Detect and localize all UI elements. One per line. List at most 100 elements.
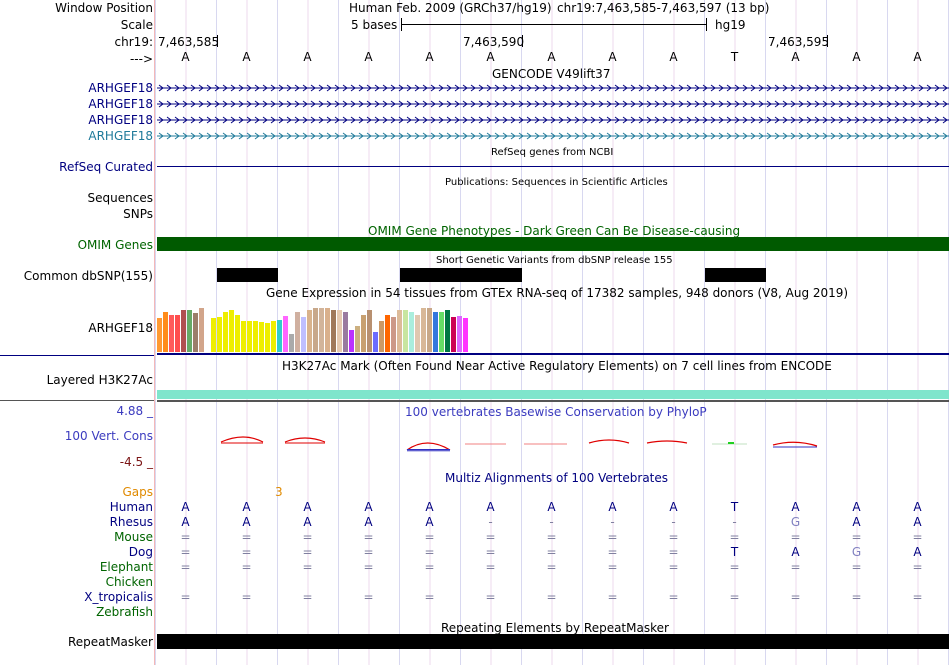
gtex-tissue-bar[interactable] [391,317,396,352]
publications-sequences-label[interactable]: Sequences [87,191,153,205]
gtex-tissue-bar[interactable] [199,308,204,352]
cons-title[interactable]: 100 vertebrates Basewise Conservation by… [405,405,707,419]
gtex-tissue-bar[interactable] [157,318,162,352]
gtex-tissue-bar[interactable] [187,310,192,352]
gtex-tissue-bar[interactable] [427,308,432,352]
species-label-chicken[interactable]: Chicken [105,575,153,589]
omim-gene-bar[interactable] [157,237,949,251]
dbsnp-variant[interactable] [217,268,278,282]
gtex-tissue-bar[interactable] [241,321,246,352]
repeatmasker-element[interactable] [157,634,949,649]
repeatmasker-title[interactable]: Repeating Elements by RepeatMasker [441,621,669,635]
strand-chevron [926,100,932,108]
gtex-tissue-bar[interactable] [343,312,348,352]
reference-base: A [486,50,495,64]
species-label-zebrafish[interactable]: Zebrafish [96,605,153,619]
refseq-gene-line[interactable] [157,166,949,167]
gtex-tissue-bar[interactable] [337,310,342,352]
gtex-tissue-bar[interactable] [259,322,264,352]
gtex-tissue-bar[interactable] [361,315,366,352]
gtex-tissue-bar[interactable] [175,315,180,352]
gtex-tissue-bar[interactable] [277,320,282,352]
gencode-title[interactable]: GENCODE V49lift37 [492,67,611,81]
gtex-tissue-bar[interactable] [445,310,450,352]
gtex-tissue-bar[interactable] [415,315,420,352]
gtex-tissue-bar[interactable] [313,308,318,352]
gtex-tissue-bar[interactable] [253,321,258,352]
gtex-tissue-bar[interactable] [319,308,324,352]
species-label-x_tropicalis[interactable]: X_tropicalis [84,590,153,604]
dbsnp-variant[interactable] [400,268,522,282]
gtex-tissue-bar[interactable] [367,310,372,352]
gencode-transcripts-track[interactable] [157,80,949,144]
gtex-tissue-bar[interactable] [349,330,354,352]
gencode-transcript-label[interactable]: ARHGEF18 [88,97,153,111]
gtex-tissue-bar[interactable] [355,326,360,352]
gtex-tissue-bar[interactable] [457,316,462,352]
strand-chevron [622,100,628,108]
h3k27ac-title[interactable]: H3K27Ac Mark (Often Found Near Active Re… [282,359,832,373]
publications-snps-label[interactable]: SNPs [123,207,153,221]
repeatmasker-label[interactable]: RepeatMasker [67,635,153,649]
dbsnp-title[interactable]: Short Genetic Variants from dbSNP releas… [436,255,673,266]
gtex-gene-label[interactable]: ARHGEF18 [88,321,153,335]
omim-title[interactable]: OMIM Gene Phenotypes - Dark Green Can Be… [368,224,741,238]
gtex-tissue-bar[interactable] [211,318,216,352]
species-label-human[interactable]: Human [109,500,153,514]
multiz-title[interactable]: Multiz Alignments of 100 Vertebrates [445,471,669,485]
gtex-tissue-bar[interactable] [451,317,456,352]
gtex-tissue-bar[interactable] [397,310,402,352]
gtex-tissue-bar[interactable] [403,310,408,352]
omim-label[interactable]: OMIM Genes [77,238,153,252]
gtex-tissue-bar[interactable] [409,312,414,352]
gtex-tissue-bar[interactable] [379,321,384,352]
cons-track-label[interactable]: 100 Vert. Cons [64,429,153,443]
h3k27ac-signal[interactable] [157,390,949,399]
gencode-transcript-label[interactable]: ARHGEF18 [88,113,153,127]
gtex-tissue-bar[interactable] [229,310,234,352]
gtex-tissue-bar[interactable] [265,323,270,352]
gtex-tissue-bar[interactable] [307,310,312,352]
multiz-gaps-label[interactable]: Gaps [122,485,153,499]
gtex-tissue-bar[interactable] [169,315,174,352]
gtex-tissue-bar[interactable] [271,321,276,352]
alignment-base: = [668,560,679,574]
gtex-tissue-bar[interactable] [193,313,198,352]
h3k27ac-label[interactable]: Layered H3K27Ac [46,373,153,387]
gtex-tissue-bar[interactable] [163,312,168,352]
gtex-tissue-bar[interactable] [283,316,288,352]
gtex-tissue-bar[interactable] [289,334,294,352]
gtex-title[interactable]: Gene Expression in 54 tissues from GTEx … [266,286,849,300]
gtex-tissue-bar[interactable] [325,308,330,352]
species-label-mouse[interactable]: Mouse [114,530,153,544]
dbsnp-variant[interactable] [705,268,766,282]
publications-title[interactable]: Publications: Sequences in Scientific Ar… [445,177,668,188]
gtex-tissue-bar[interactable] [421,308,426,352]
gtex-tissue-bar[interactable] [439,312,444,352]
gencode-transcript-label[interactable]: ARHGEF18 [88,81,153,95]
gtex-tissue-bar[interactable] [295,312,300,352]
gtex-tissue-bar[interactable] [331,310,336,352]
cons-wiggle[interactable] [157,428,949,456]
gtex-tissue-bar[interactable] [217,317,222,352]
refseq-title[interactable]: RefSeq genes from NCBI [491,147,614,158]
species-label-dog[interactable]: Dog [128,545,153,559]
gtex-tissue-bar[interactable] [433,312,438,352]
dbsnp-label[interactable]: Common dbSNP(155) [23,269,153,283]
gencode-transcript-label[interactable]: ARHGEF18 [88,129,153,143]
gtex-tissue-bar[interactable] [463,318,468,352]
gtex-expression-chart[interactable] [157,300,557,354]
gtex-tissue-bar[interactable] [385,315,390,352]
species-label-elephant[interactable]: Elephant [99,560,153,574]
gtex-tissue-bar[interactable] [223,312,228,352]
gtex-tissue-bar[interactable] [181,310,186,352]
refseq-label[interactable]: RefSeq Curated [59,160,153,174]
gtex-tissue-bar[interactable] [235,315,240,352]
gtex-tissue-bar[interactable] [247,321,252,352]
species-label-rhesus[interactable]: Rhesus [109,515,153,529]
gtex-tissue-bar[interactable] [301,317,306,352]
gtex-tissue-bar[interactable] [373,332,378,352]
strand-chevron [310,100,316,108]
position-text[interactable]: chr19:7,463,585-7,463,597 (13 bp) [557,1,770,15]
